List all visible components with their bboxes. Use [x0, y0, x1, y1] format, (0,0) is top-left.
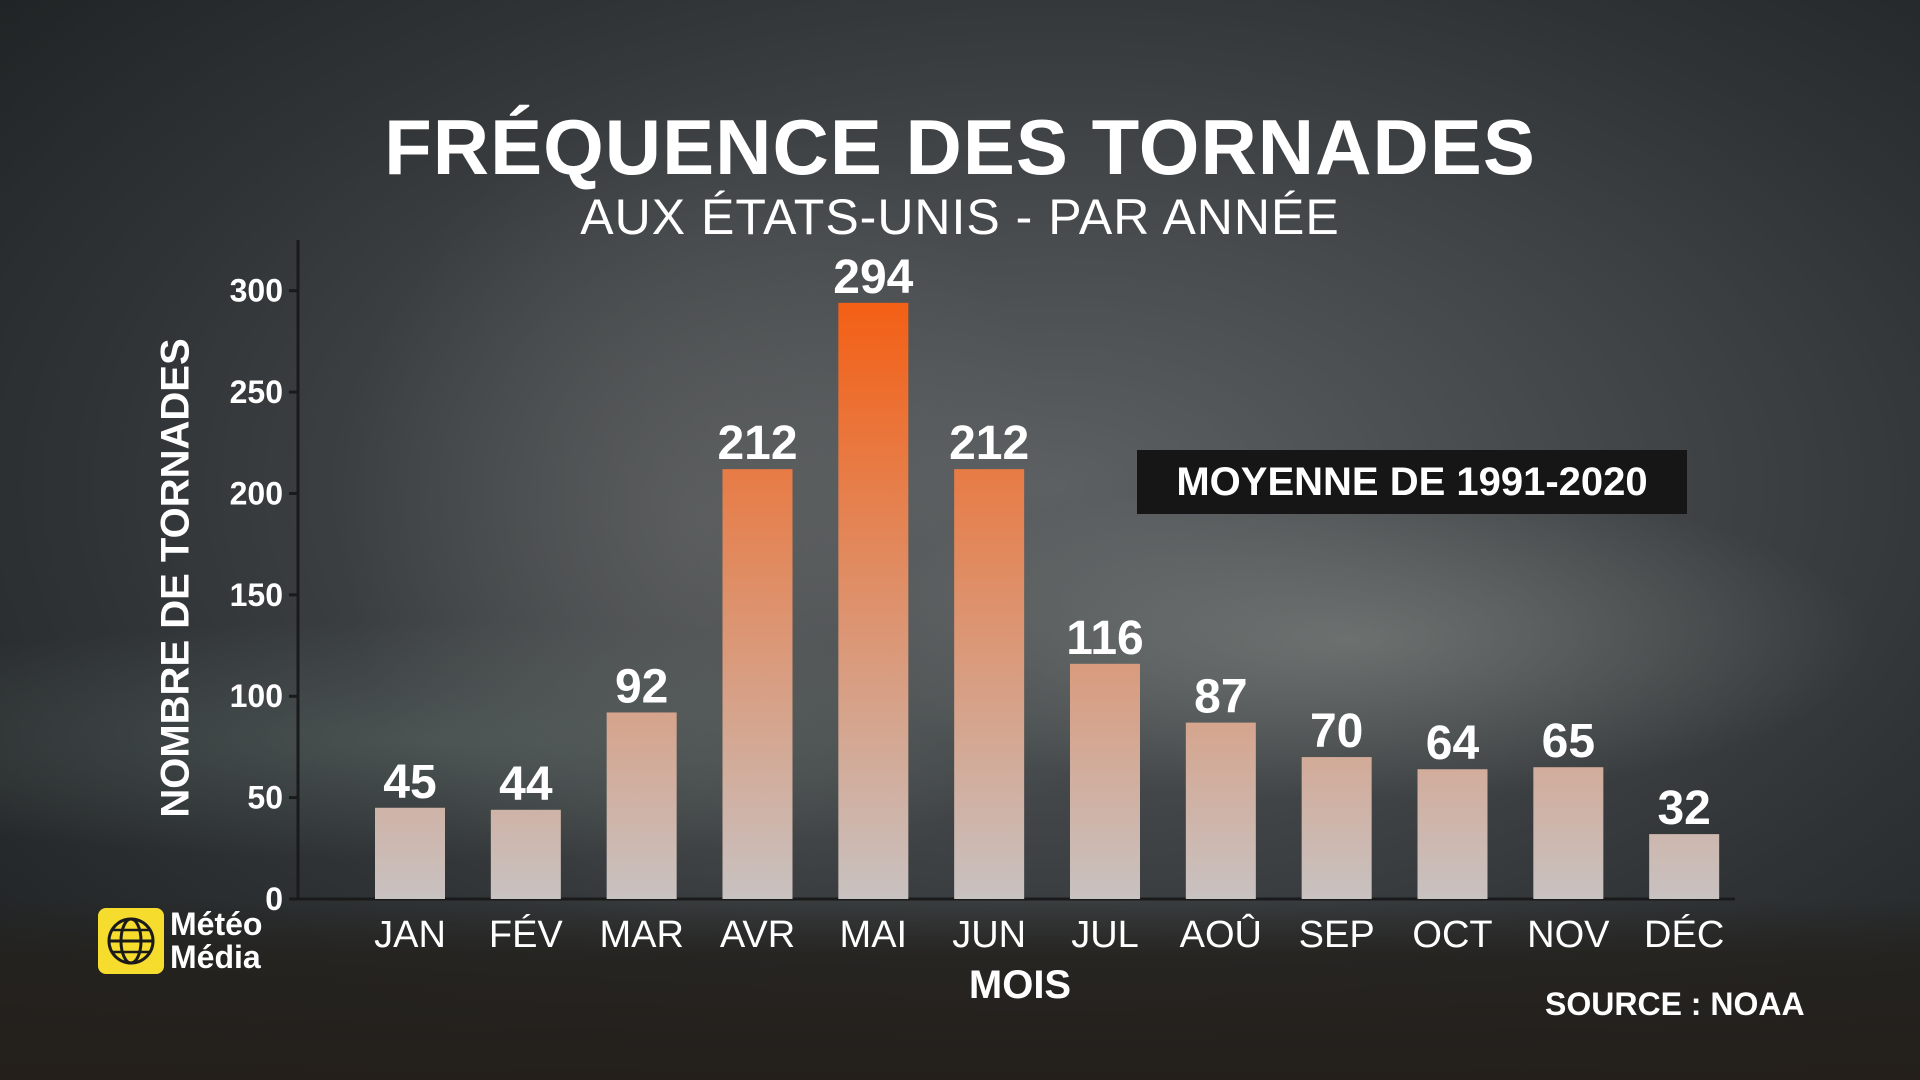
bar-value-label: 45 [383, 756, 436, 809]
globe-icon [98, 908, 164, 974]
y-tick-label: 200 [230, 475, 283, 511]
bar-10 [1417, 769, 1488, 899]
bar-2 [490, 809, 561, 899]
bar-value-label: 92 [615, 660, 668, 713]
x-tick-label: JUL [1071, 914, 1139, 956]
logo-line-2: Média [170, 939, 261, 975]
ground-background [0, 900, 1920, 1080]
y-axis-label: NOMBRE DE TORNADES [153, 338, 198, 818]
meteo-media-logo: Météo Média [98, 908, 262, 974]
logo-text: Météo Média [170, 908, 262, 974]
chart-title: FRÉQUENCE DES TORNADES [384, 103, 1536, 191]
bar-value-label: 212 [949, 417, 1029, 470]
x-tick-label: FÉV [489, 913, 564, 956]
y-tick-label: 250 [230, 374, 283, 410]
bar-7 [1070, 663, 1140, 899]
y-tick-label: 300 [230, 273, 283, 309]
bar-value-label: 294 [833, 251, 913, 304]
bar-value-label: 212 [717, 417, 797, 470]
x-tick-label: JAN [374, 914, 446, 956]
bar-value-label: 116 [1066, 612, 1143, 665]
x-tick-label: JUN [952, 914, 1026, 956]
bar-5 [838, 302, 909, 899]
bar-value-label: 70 [1310, 705, 1363, 758]
x-tick-label: OCT [1412, 914, 1492, 956]
bar-4 [722, 469, 793, 899]
x-tick-label: MAI [840, 914, 908, 956]
x-tick-label: NOV [1527, 914, 1610, 956]
bar-value-label: 32 [1657, 782, 1710, 835]
x-tick-label: AVR [720, 914, 795, 956]
bar-value-label: 64 [1426, 717, 1480, 770]
period-annotation: MOYENNE DE 1991-2020 [1137, 450, 1687, 514]
bar-11 [1533, 767, 1604, 899]
source-note: SOURCE : NOAA [1545, 986, 1805, 1022]
bar-8 [1185, 722, 1256, 899]
x-tick-label: MAR [599, 914, 683, 956]
period-annotation-text: MOYENNE DE 1991-2020 [1176, 459, 1648, 504]
bar-1 [375, 807, 445, 899]
bar-12 [1649, 834, 1720, 899]
bar-9 [1301, 757, 1372, 899]
chart-subtitle: AUX ÉTATS-UNIS - PAR ANNÉE [580, 189, 1340, 245]
bar-value-label: 65 [1542, 715, 1595, 768]
y-tick-label: 0 [265, 881, 283, 917]
x-axis-label: MOIS [968, 963, 1072, 1007]
bar-3 [606, 712, 677, 899]
y-tick-label: 150 [230, 577, 283, 613]
x-tick-label: DÉC [1644, 913, 1724, 956]
bar-6 [954, 469, 1025, 899]
y-tick-label: 50 [247, 780, 283, 816]
x-tick-label: SEP [1299, 914, 1375, 956]
logo-line-1: Météo [170, 906, 263, 942]
y-tick-label: 100 [230, 678, 283, 714]
x-tick-label: AOÛ [1180, 912, 1262, 956]
bar-value-label: 87 [1194, 671, 1247, 724]
bar-value-label: 44 [499, 758, 553, 811]
